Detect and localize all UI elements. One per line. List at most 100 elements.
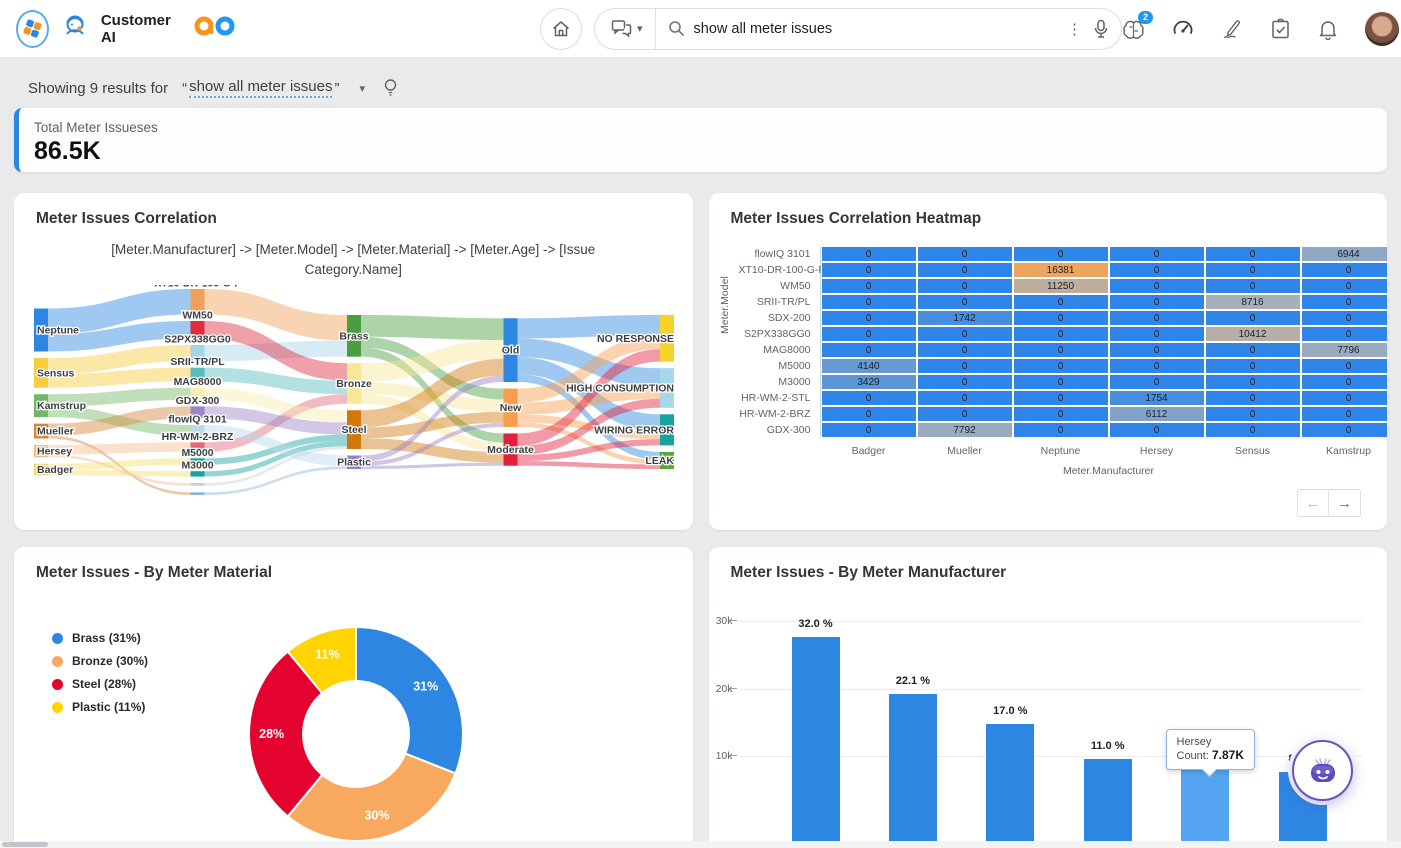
sankey-link[interactable]: [361, 438, 504, 463]
sankey-link[interactable]: [204, 425, 348, 467]
heatmap-cell[interactable]: 7796: [1300, 342, 1387, 358]
sankey-link[interactable]: [48, 367, 191, 388]
heatmap-cell[interactable]: 0: [916, 390, 1013, 406]
heatmap-cell[interactable]: 0: [916, 262, 1013, 278]
heatmap-cell[interactable]: 0: [1300, 326, 1387, 342]
heatmap-cell[interactable]: 0: [1108, 326, 1205, 342]
heatmap-cell[interactable]: 0: [1300, 422, 1387, 438]
sankey-link[interactable]: [204, 466, 348, 496]
heatmap-chart[interactable]: Meter.Model flowIQ 3101 0 0 0 0 0 6944 XT10-DR-…: [719, 246, 1387, 477]
sankey-node[interactable]: [503, 433, 518, 466]
heatmap-cell[interactable]: 0: [1108, 374, 1205, 390]
heatmap-cell[interactable]: 0: [916, 246, 1013, 262]
sankey-link[interactable]: [204, 367, 348, 395]
heatmap-cell[interactable]: 8716: [1204, 294, 1301, 310]
heatmap-cell[interactable]: 0: [1012, 390, 1109, 406]
bar-chart[interactable]: Hersey Count: 7.87K 30k 20k 10k 32.0 % 22.1 …: [716, 615, 1363, 848]
sankey-link[interactable]: [361, 394, 504, 453]
bar-neptune[interactable]: [791, 636, 840, 848]
heatmap-cell[interactable]: 0: [1300, 294, 1387, 310]
sankey-link[interactable]: [517, 386, 661, 415]
sankey-link[interactable]: [48, 345, 191, 375]
heatmap-prev-page-button[interactable]: ←: [1298, 490, 1329, 516]
sankey-link[interactable]: [517, 374, 661, 460]
heatmap-cell[interactable]: 0: [820, 294, 917, 310]
app-launcher-button[interactable]: [16, 9, 49, 48]
sankey-link[interactable]: [517, 349, 661, 447]
heatmap-cell[interactable]: 0: [1108, 310, 1205, 326]
heatmap-cell[interactable]: 0: [1012, 358, 1109, 374]
user-avatar[interactable]: [1365, 11, 1400, 46]
sankey-link[interactable]: [48, 435, 191, 496]
heatmap-cell[interactable]: 0: [820, 310, 917, 326]
heatmap-cell[interactable]: 0: [1012, 326, 1109, 342]
performance-gauge-button[interactable]: [1172, 18, 1194, 40]
sankey-node[interactable]: [34, 358, 48, 388]
heatmap-cell[interactable]: 0: [1012, 422, 1109, 438]
heatmap-cell[interactable]: 0: [1300, 278, 1387, 294]
sankey-node[interactable]: [190, 425, 205, 436]
heatmap-cell[interactable]: 0: [1300, 406, 1387, 422]
heatmap-cell[interactable]: 0: [820, 246, 917, 262]
heatmap-cell[interactable]: 4140: [820, 358, 917, 374]
sankey-link[interactable]: [204, 441, 348, 477]
voice-search-button[interactable]: [1093, 19, 1109, 39]
sankey-link[interactable]: [361, 381, 504, 412]
heatmap-cell[interactable]: 0: [1012, 294, 1109, 310]
search-options-button[interactable]: ⋮: [1065, 20, 1084, 38]
heatmap-cell[interactable]: 0: [1300, 390, 1387, 406]
sankey-link[interactable]: [517, 398, 661, 455]
pie-slice[interactable]: [286, 625, 357, 695]
heatmap-cell[interactable]: 0: [1108, 342, 1205, 358]
sankey-node[interactable]: [190, 387, 205, 400]
sankey-node[interactable]: [660, 452, 674, 470]
legend-item[interactable]: Bronze (30%): [52, 654, 148, 668]
sankey-link[interactable]: [204, 394, 348, 452]
heatmap-cell[interactable]: 0: [1300, 310, 1387, 326]
heatmap-cell[interactable]: 0: [916, 326, 1013, 342]
scrollbar-thumb[interactable]: [2, 842, 48, 847]
sankey-node[interactable]: [503, 318, 518, 383]
sankey-link[interactable]: [517, 439, 661, 462]
heatmap-cell[interactable]: 0: [1012, 246, 1109, 262]
heatmap-cell[interactable]: 0: [1300, 358, 1387, 374]
heatmap-cell[interactable]: 0: [1012, 342, 1109, 358]
heatmap-cell[interactable]: 0: [820, 406, 917, 422]
heatmap-cell[interactable]: 0: [820, 422, 917, 438]
heatmap-cell[interactable]: 0: [820, 326, 917, 342]
heatmap-cell[interactable]: 6112: [1108, 406, 1205, 422]
heatmap-cell[interactable]: 1742: [916, 310, 1013, 326]
sankey-link[interactable]: [204, 434, 348, 465]
heatmap-cell[interactable]: 7792: [916, 422, 1013, 438]
sankey-link[interactable]: [204, 321, 348, 381]
sankey-link[interactable]: [48, 387, 191, 407]
heatmap-cell[interactable]: 0: [1300, 374, 1387, 390]
sankey-node[interactable]: [190, 492, 205, 496]
heatmap-cell[interactable]: 6944: [1300, 246, 1387, 262]
heatmap-cell[interactable]: 0: [820, 390, 917, 406]
sankey-link[interactable]: [48, 442, 191, 455]
sankey-link[interactable]: [361, 411, 504, 439]
sankey-link[interactable]: [48, 458, 191, 471]
sankey-link[interactable]: [517, 414, 661, 440]
heatmap-cell[interactable]: 0: [1204, 406, 1301, 422]
sankey-node[interactable]: [190, 345, 205, 362]
sankey-link[interactable]: [204, 289, 348, 341]
lightbulb-icon[interactable]: [383, 78, 398, 98]
sankey-node[interactable]: [347, 455, 361, 470]
sankey-link[interactable]: [361, 315, 504, 341]
sankey-link[interactable]: [48, 470, 191, 477]
heatmap-cell[interactable]: 0: [916, 358, 1013, 374]
sankey-link[interactable]: [361, 462, 504, 470]
heatmap-cell[interactable]: 0: [820, 342, 917, 358]
notifications-button[interactable]: [1318, 18, 1338, 40]
sankey-link[interactable]: [361, 336, 504, 400]
sankey-node[interactable]: [660, 315, 674, 362]
heatmap-cell[interactable]: 3429: [820, 374, 917, 390]
annotate-button[interactable]: [1221, 18, 1243, 40]
bar-sensus[interactable]: [888, 694, 937, 848]
sankey-link[interactable]: [517, 357, 661, 432]
sankey-link[interactable]: [517, 338, 661, 387]
heatmap-cell[interactable]: 0: [1204, 422, 1301, 438]
sankey-node[interactable]: [34, 423, 48, 439]
